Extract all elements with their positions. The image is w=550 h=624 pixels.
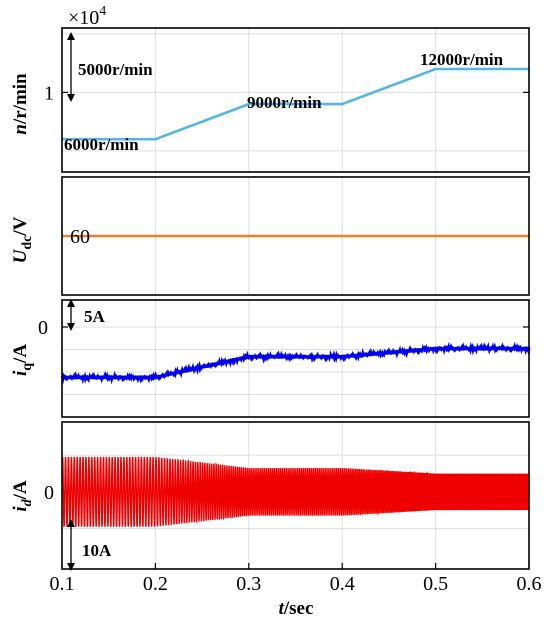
ylabel-iq: iq/A: [10, 344, 35, 376]
annotation-6000rpm: 6000r/min: [64, 135, 139, 154]
x-tick-label: 0.2: [143, 573, 168, 595]
x-axis: 0.1 0.2 0.3 0.4 0.5 0.6: [50, 563, 542, 595]
series-iq-line: [60, 341, 531, 385]
ylabel-id: id/A: [10, 480, 35, 512]
x-tick-label: 0.1: [50, 573, 75, 595]
frame-udc: [61, 176, 530, 296]
panel-id: 0 id/A 10A: [10, 421, 530, 571]
ylabel-speed: n/r/min: [10, 73, 31, 135]
annotation-10a: 10A: [82, 541, 112, 560]
annotation-12000rpm: 12000r/min: [420, 50, 504, 69]
y-exponent-label: ×104: [68, 4, 106, 29]
ytick-speed: 1: [44, 82, 54, 104]
panel-iq: 0 iq/A 5A: [10, 299, 531, 418]
series-id-line: [61, 456, 530, 527]
ylabel-udc: Udc/V: [10, 216, 35, 263]
ytick-id: 0: [44, 482, 54, 504]
frame-id: [61, 421, 530, 570]
annotation-5000rpm: 5000r/min: [78, 60, 153, 79]
series-speed-line: [62, 67, 529, 141]
frame-iq: [61, 299, 530, 418]
x-tick-label: 0.3: [236, 573, 261, 595]
annotation-9000rpm: 9000r/min: [247, 93, 322, 112]
grid-speed: [62, 28, 529, 172]
x-tick-label: 0.5: [423, 573, 448, 595]
frame-speed: [61, 27, 530, 173]
ytick-iq: 0: [38, 317, 48, 339]
panel-speed: ×104 1 n/r/min 5000r/min 6000r/min 9000r…: [10, 4, 530, 173]
annotation-5a: 5A: [84, 307, 106, 326]
x-tick-label: 0.4: [330, 573, 355, 595]
ytick-udc: 60: [70, 226, 90, 248]
panel-udc: 60 Udc/V: [10, 176, 530, 296]
x-axis-label: t/sec: [279, 598, 314, 619]
grid-iq: [62, 300, 529, 417]
x-tick-label: 0.6: [517, 573, 542, 595]
